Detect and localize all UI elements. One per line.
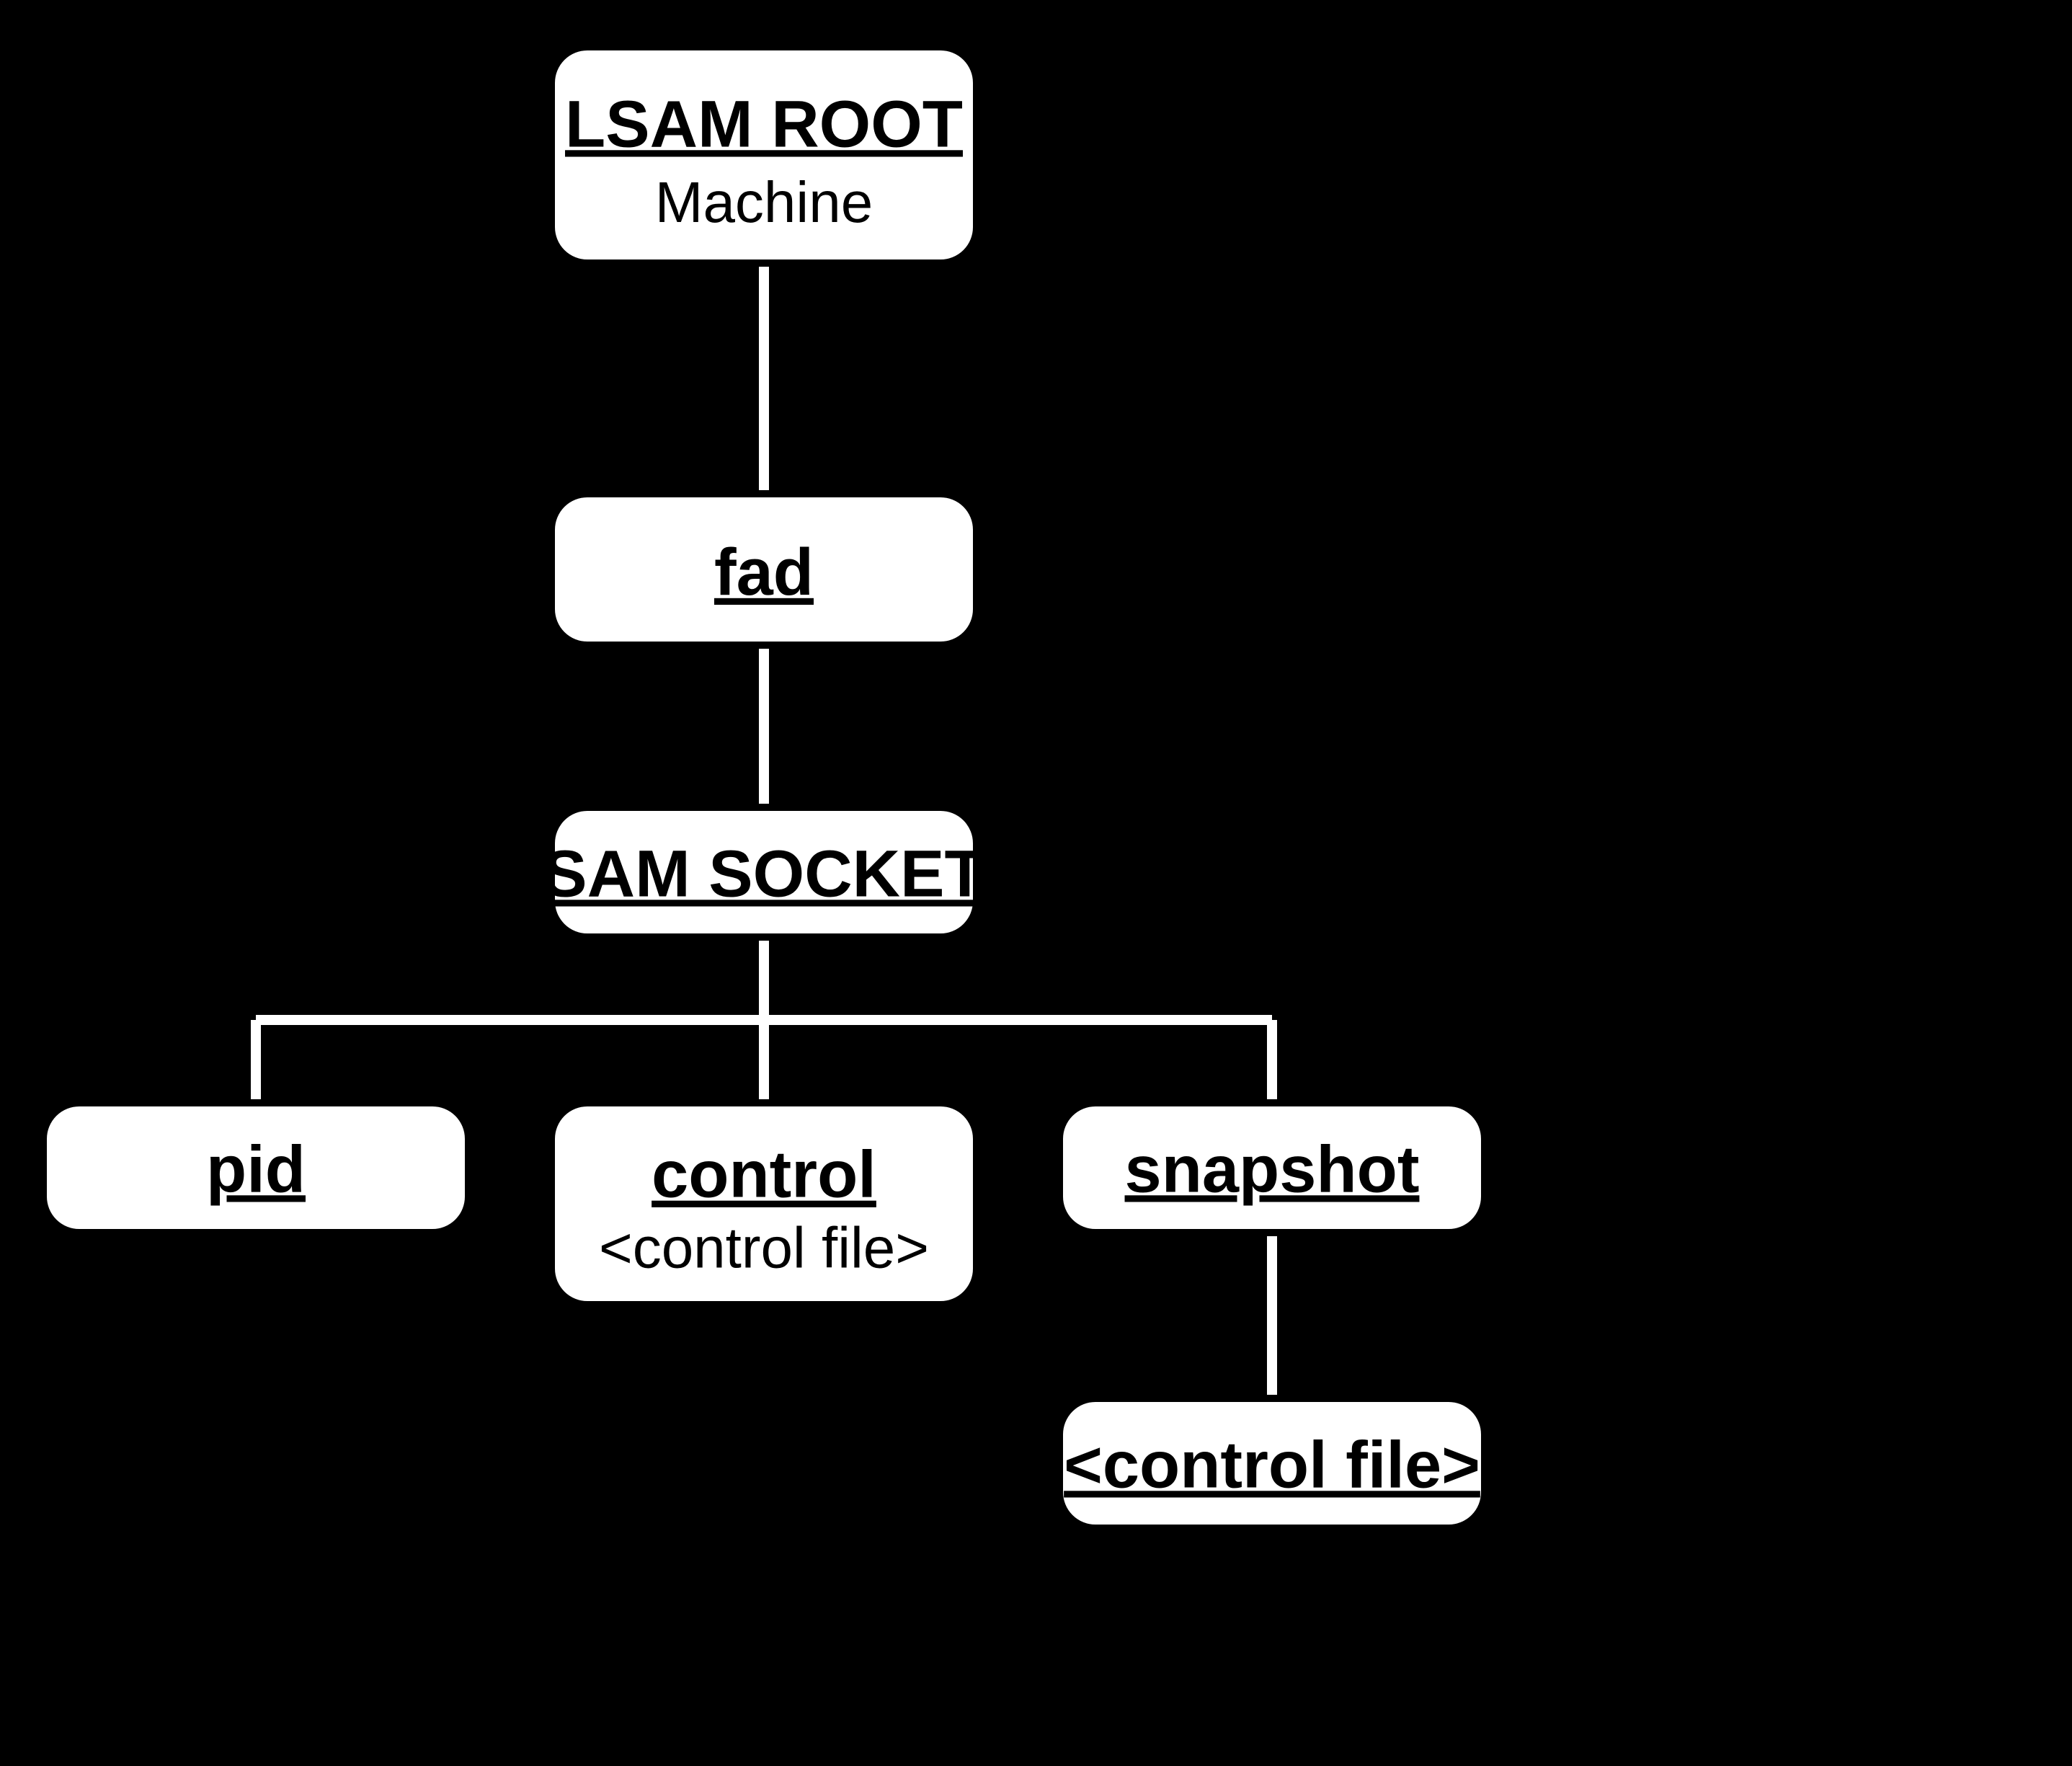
node-root: LSAM ROOT Machine	[551, 47, 977, 263]
node-socket-title: <SAM SOCKET>	[504, 837, 1024, 910]
node-root-subtitle: Machine	[655, 170, 873, 234]
node-socket: <SAM SOCKET>	[504, 807, 1024, 937]
node-snapshot-title: snapshot	[1125, 1132, 1420, 1206]
node-snapshot: snapshot	[1059, 1103, 1485, 1233]
node-pid-title: pid	[206, 1132, 306, 1206]
node-root-title: LSAM ROOT	[565, 87, 963, 161]
node-control-title: control	[652, 1138, 876, 1212]
node-ctrlfile: <control file>	[1059, 1398, 1485, 1528]
node-ctrlfile-title: <control file>	[1064, 1428, 1480, 1501]
node-pid: pid	[43, 1103, 468, 1233]
node-control: control<control file>	[551, 1103, 977, 1305]
node-control-subtitle: <control file>	[599, 1215, 929, 1279]
node-fad-title: fad	[714, 536, 814, 609]
node-fad: fad	[551, 494, 977, 645]
tree-diagram: LSAM ROOT Machine fad <SAM SOCKET> pid contro…	[0, 0, 2072, 1766]
